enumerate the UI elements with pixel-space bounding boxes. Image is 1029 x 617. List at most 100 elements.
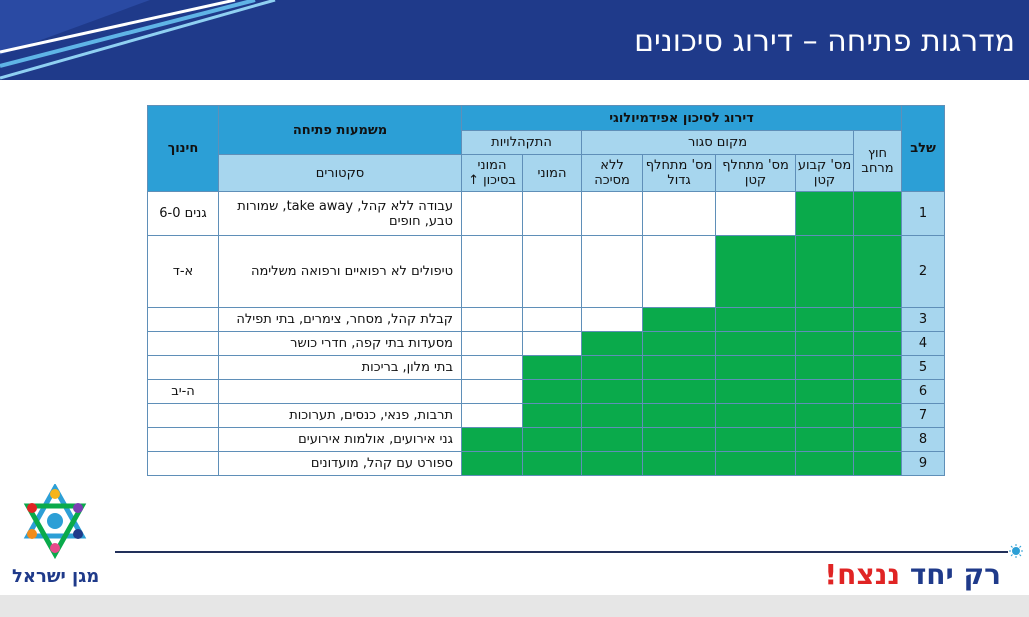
status-cell-open [795,355,855,380]
education-cell [147,355,219,380]
status-cell-open [642,403,717,428]
status-cell-open [853,403,903,428]
status-cell-closed [642,235,717,308]
table-row: 3 קבלת קהל, מסחר, צימרים, בתי תפילה [147,307,946,332]
status-cell-closed [581,191,644,236]
status-cell-open [853,331,903,356]
status-cell-open [795,307,855,332]
status-cell-open [642,379,717,404]
status-cell-open [853,307,903,332]
header-no-mask: ללא מסיכה [581,154,644,192]
header-var-small: מס' מתחלף קטן [715,154,797,192]
status-cell-open [853,235,903,308]
status-cell-open [795,427,855,452]
status-cell-open [642,427,717,452]
header-sectors: סקטורים [218,154,462,192]
status-cell-closed [460,403,524,428]
header-mass: המוני [522,154,583,192]
stage-number: 6 [901,379,946,404]
sector-cell: ספורט עם קהל, מועדונים [218,451,462,476]
status-cell-open [795,235,855,308]
status-cell-open [581,331,644,356]
sector-cell [218,379,462,404]
education-cell: א-ד [147,235,219,308]
status-cell-open [853,191,903,236]
status-cell-open [522,427,583,452]
status-cell-closed [642,191,717,236]
sector-cell: גני אירועים, אולמות אירועים [218,427,462,452]
table-row: 7 תרבות, פנאי, כנסים, תערוכות [147,403,946,428]
header-swoosh-decoration [0,0,276,80]
status-cell-closed [581,235,644,308]
status-cell-open [715,403,797,428]
sector-cell: מסעדות בתי קפה, חדרי כושר [218,331,462,356]
header-education: חינוך [147,105,219,192]
status-cell-open [795,403,855,428]
sector-cell: בתי מלון, בריכות [218,355,462,380]
header-bar: מדרגות פתיחה – דירוג סיכונים [0,0,1029,80]
education-cell: גנים 6-0 [147,191,219,236]
status-cell-open [715,451,797,476]
status-cell-open [715,331,797,356]
stage-number: 8 [901,427,946,452]
status-cell-closed [522,235,583,308]
education-cell [147,427,219,452]
header-opening-meaning: משמעות פתיחה [218,105,462,155]
status-cell-open [581,403,644,428]
status-cell-open [853,379,903,404]
sun-icon [1009,544,1023,558]
status-cell-open [522,403,583,428]
status-cell-open [795,451,855,476]
education-cell [147,331,219,356]
status-cell-open [522,379,583,404]
status-cell-open [581,379,644,404]
table-row: 2 טיפולים לא רפואיים ורפואה משלימה א-ד [147,235,946,308]
status-cell-open [715,427,797,452]
slogan-accent: ננצח! [824,558,901,591]
status-cell-closed [460,307,524,332]
header-fixed-small: מס' קבוע קטן [795,154,855,192]
slogan-main: רק יחד [900,558,1001,591]
status-cell-open [715,355,797,380]
header-stage: שלב [901,105,946,192]
status-cell-closed [460,355,524,380]
sector-cell: תרבות, פנאי, כנסים, תערוכות [218,403,462,428]
sector-cell: עבודה ללא קהל, take away, שמורות טבע, חו… [218,191,462,236]
education-cell: ה-יב [147,379,219,404]
header-mass-high-risk: המוני בסיכון ↑ [460,154,524,192]
status-cell-open [522,451,583,476]
status-cell-closed [460,379,524,404]
status-cell-open [715,307,797,332]
education-cell [147,307,219,332]
status-cell-open [853,355,903,380]
status-cell-open [642,331,717,356]
table-row: 6 ה-יב [147,379,946,404]
status-cell-open [715,235,797,308]
slogan: רק יחד ננצח! [824,558,1001,591]
page-title: מדרגות פתיחה – דירוג סיכונים [634,24,1015,59]
status-cell-open [581,355,644,380]
magen-israel-logo-icon [23,484,87,560]
stage-number: 4 [901,331,946,356]
status-cell-open [581,451,644,476]
table-row: 4 מסעדות בתי קפה, חדרי כושר [147,331,946,356]
status-cell-closed [460,235,524,308]
status-cell-open [795,331,855,356]
footer-divider [115,551,1008,553]
status-cell-open [853,451,903,476]
status-cell-open [853,427,903,452]
stage-number: 3 [901,307,946,332]
header-outdoor: חוץ מרחב [853,130,903,192]
status-cell-closed [522,191,583,236]
footer-band [0,595,1029,617]
header-closed-place: מקום סגור [581,130,855,155]
status-cell-open [460,451,524,476]
stage-number: 1 [901,191,946,236]
status-cell-open [642,307,717,332]
status-cell-closed [522,307,583,332]
stage-number: 2 [901,235,946,308]
status-cell-open [642,451,717,476]
education-cell [147,403,219,428]
status-cell-open [522,355,583,380]
status-cell-closed [581,307,644,332]
